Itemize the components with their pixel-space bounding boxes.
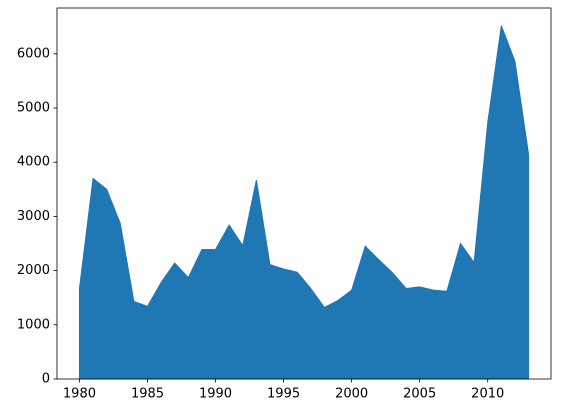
y-tick-label: 6000 [17, 46, 50, 61]
x-tick-label: 1990 [199, 387, 232, 402]
x-tick-label: 1980 [63, 387, 96, 402]
y-tick-label: 4000 [17, 155, 50, 170]
plot-frame [56, 7, 552, 380]
y-tick-label: 5000 [17, 101, 50, 116]
y-tick-label: 0 [42, 372, 50, 387]
x-tick-label: 1985 [131, 387, 164, 402]
x-tick-label: 1995 [267, 387, 300, 402]
y-tick-label: 2000 [17, 263, 50, 278]
x-tick-label: 2005 [403, 387, 436, 402]
area [78, 25, 530, 380]
y-tick-label: 3000 [17, 209, 50, 224]
x-tick-label: 2010 [471, 387, 504, 402]
y-tick-label: 1000 [17, 317, 50, 332]
x-tick-label: 2000 [335, 387, 368, 402]
